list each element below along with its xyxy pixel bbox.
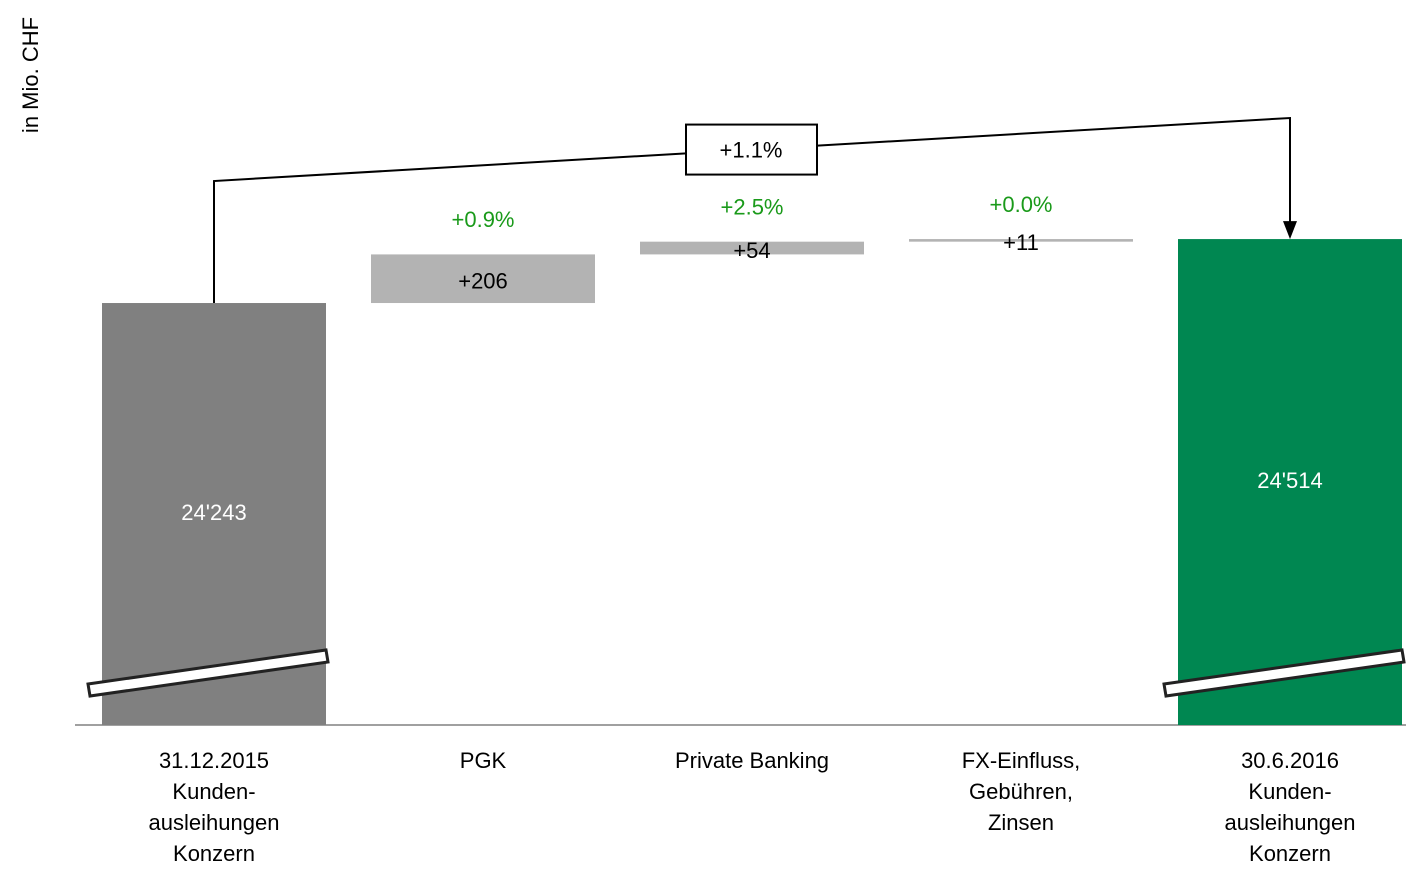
value-label: 24'514 [1257, 468, 1322, 493]
bar [640, 241, 864, 255]
x-tick-label: Private Banking [674, 748, 830, 773]
x-tick-label: 30.6.2016 Kunden- ausleihungen Konzern [1224, 748, 1356, 866]
change-label: +2.5% [721, 194, 784, 219]
value-label: 24'243 [181, 500, 246, 525]
x-tick-label: 31.12.2015 Kunden- ausleihungen Konzern [148, 748, 280, 866]
value-label: +54 [733, 238, 770, 263]
value-label: +11 [1003, 230, 1039, 255]
total-change-label: +1.1% [720, 137, 783, 162]
x-tick-label: FX-Einfluss, Gebühren, Zinsen [961, 748, 1081, 835]
change-label: +0.9% [452, 207, 515, 232]
bar [1178, 239, 1402, 726]
bar [909, 239, 1133, 242]
change-box [685, 123, 818, 176]
connector-arrow [1283, 221, 1297, 240]
x-tick-label: PGK [459, 748, 507, 773]
change-label: +0.0% [990, 192, 1053, 217]
y-axis-label: in Mio. CHF [18, 17, 43, 133]
value-label: +206 [458, 269, 508, 294]
bar [371, 254, 595, 304]
axis-break [86, 648, 330, 698]
axis-break [1162, 648, 1406, 698]
